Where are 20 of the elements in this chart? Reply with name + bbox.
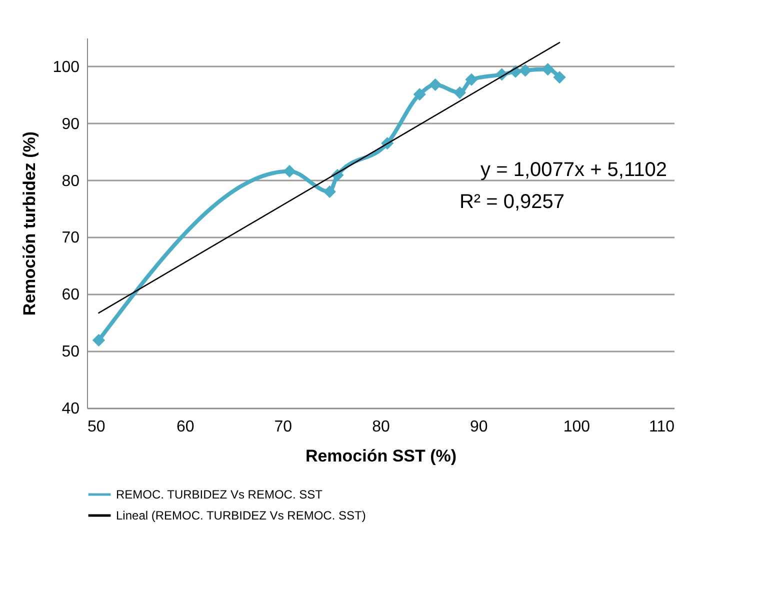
y-tick-label: 90 bbox=[62, 116, 80, 133]
y-tick-label: 50 bbox=[62, 344, 80, 361]
legend-label: Lineal (REMOC. TURBIDEZ Vs REMOC. SST) bbox=[116, 508, 366, 522]
x-tick-label: 70 bbox=[274, 418, 292, 436]
y-tick-label: 70 bbox=[62, 230, 80, 247]
y-tick-label: 40 bbox=[62, 400, 80, 418]
y-tick-label: 60 bbox=[62, 286, 80, 304]
y-tick-label: 80 bbox=[62, 172, 80, 190]
x-tick-label: 80 bbox=[372, 418, 390, 436]
x-tick-label: 100 bbox=[563, 418, 590, 436]
x-tick-label: 110 bbox=[648, 418, 675, 436]
x-tick-label: 90 bbox=[470, 418, 488, 436]
x-axis-title: Remoción SST (%) bbox=[305, 446, 457, 466]
annotation: R² = 0,9257 bbox=[459, 191, 565, 213]
legend-label: REMOC. TURBIDEZ Vs REMOC. SST bbox=[116, 488, 324, 502]
x-tick-label: 60 bbox=[176, 418, 194, 436]
y-axis-title: Remoción turbidez (%) bbox=[20, 131, 39, 316]
annotation: y = 1,0077x + 5,1102 bbox=[480, 159, 667, 181]
x-tick-label: 50 bbox=[88, 418, 106, 436]
y-tick-label: 100 bbox=[52, 58, 80, 76]
